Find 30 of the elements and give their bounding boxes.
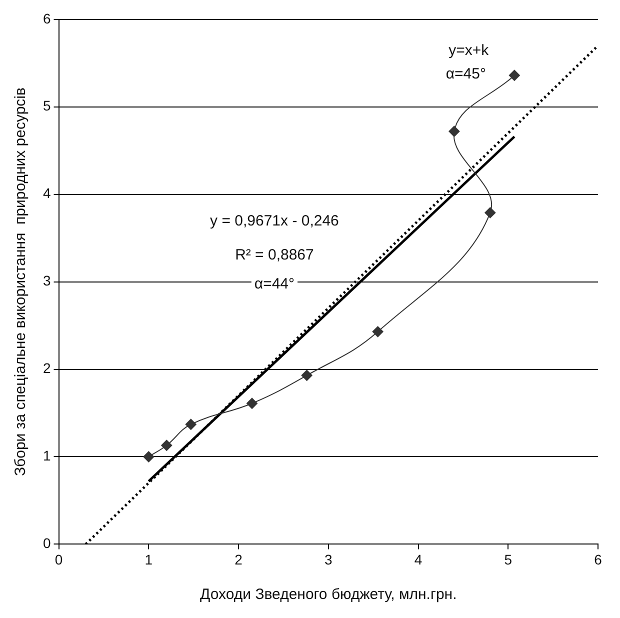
x-tick-label: 5 <box>504 551 512 568</box>
x-tick-label: 3 <box>324 551 332 568</box>
point <box>508 70 520 81</box>
point <box>448 126 460 137</box>
y-tick-label: 5 <box>42 98 51 114</box>
annotation: y = 0,9671x - 0,246 <box>210 212 339 230</box>
annotation: α=44° <box>254 276 295 293</box>
y-tick-label: 0 <box>42 535 51 552</box>
x-tick-label: 1 <box>144 551 153 568</box>
x-axis-title: Доходи Зведеного бюджету, млн.грн. <box>200 586 457 604</box>
point <box>246 398 258 409</box>
y-tick-label: 6 <box>42 10 51 26</box>
point <box>185 418 196 430</box>
annotation: α=45° <box>446 66 486 83</box>
y-tick-label: 3 <box>42 272 51 289</box>
x-tick-label: 2 <box>234 551 243 568</box>
annotation: y=x+k <box>448 42 490 60</box>
y-tick-label: 2 <box>42 360 51 376</box>
x-tick-label: 6 <box>594 551 602 568</box>
point <box>484 207 496 218</box>
annotation: R² = 0,8867 <box>235 246 314 264</box>
point <box>301 370 312 381</box>
x-tick-label: 4 <box>414 551 422 568</box>
x-tick-label: 0 <box>54 551 63 568</box>
y-tick-label: 1 <box>42 448 51 464</box>
point <box>161 440 172 451</box>
point <box>372 326 384 338</box>
y-tick-label: 4 <box>42 185 51 202</box>
y-axis-title: Збори за спеціальне використання природних ресурсів <box>12 88 30 476</box>
point <box>143 451 154 462</box>
